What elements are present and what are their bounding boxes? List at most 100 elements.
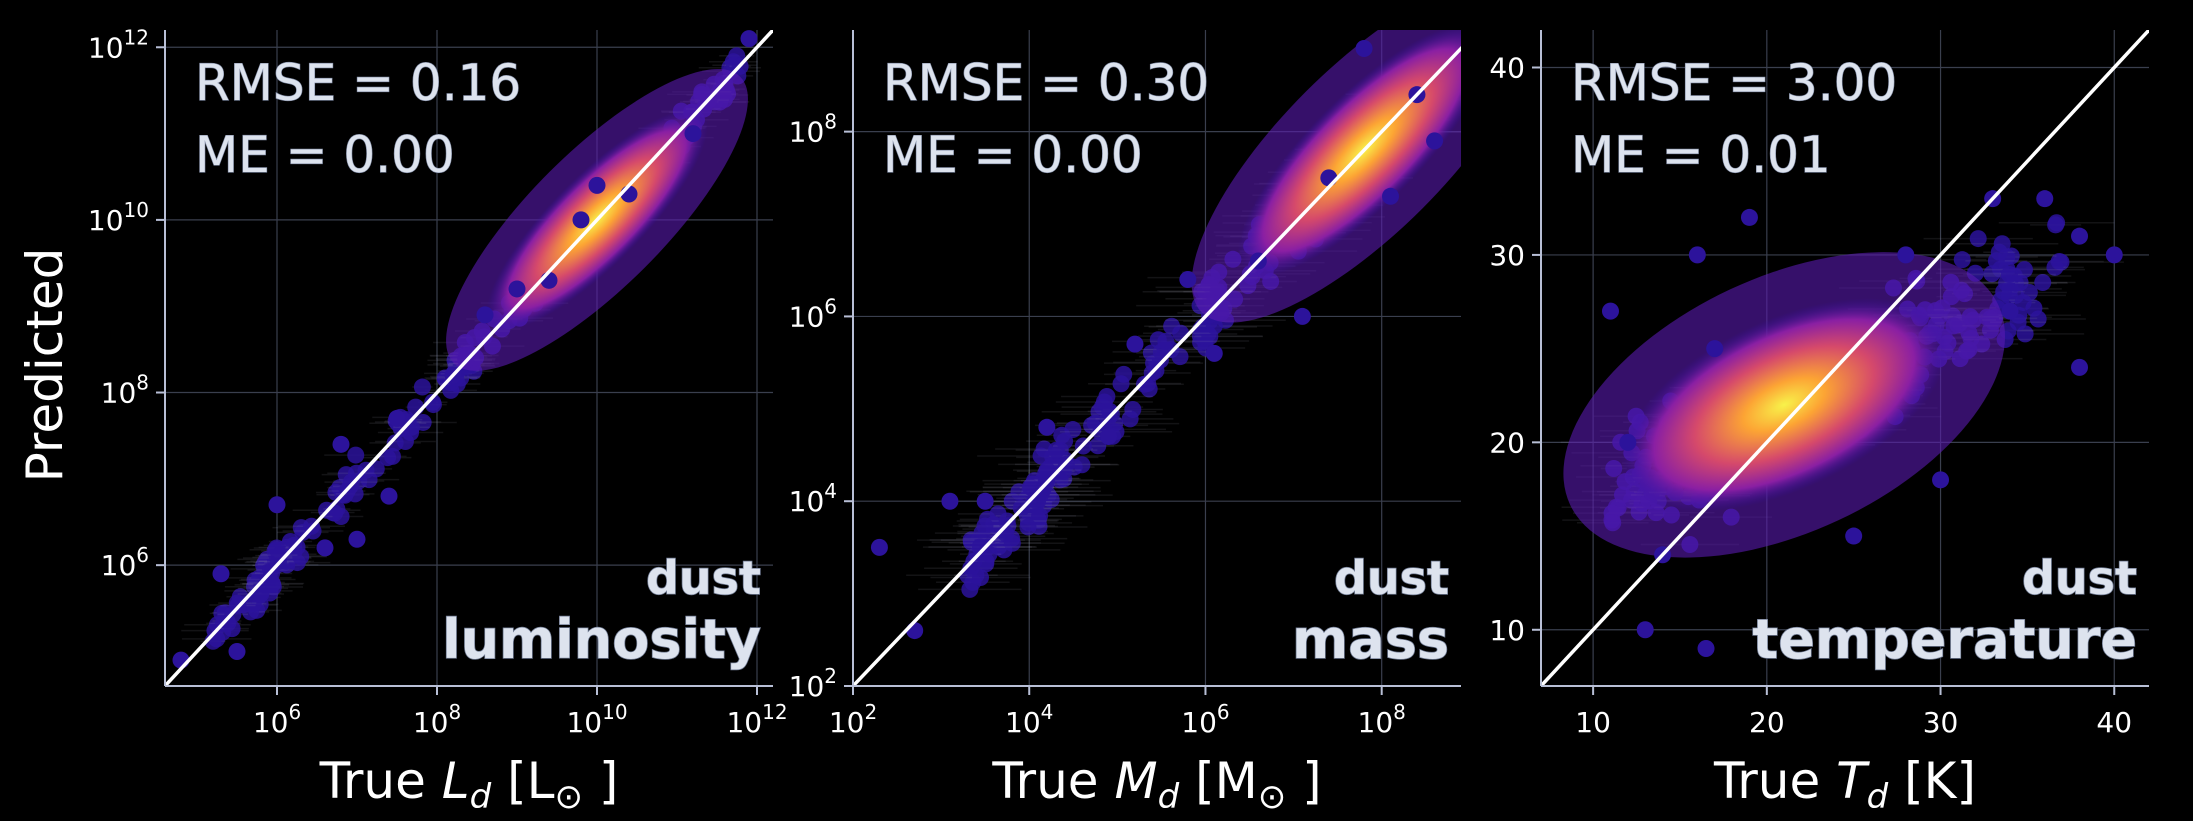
data-point [1019, 518, 1037, 536]
data-point [2014, 293, 2032, 311]
panel-dust-mass: 102 104 106 108 102 104 106 108 RMSE = 0.30 ME = … [789, 30, 1461, 817]
data-point [684, 125, 702, 143]
data-point [1100, 428, 1118, 446]
x-tick-label: 1010 [566, 700, 627, 739]
data-point [413, 378, 431, 396]
x-axis-label: True Md [M⊙ ] [991, 752, 1321, 817]
data-point [348, 530, 366, 548]
data-point [870, 538, 888, 556]
y-tick-label: 40 [1489, 51, 1525, 84]
me-label: ME = 0.01 [1571, 126, 1831, 184]
data-point [508, 280, 526, 298]
data-point [1126, 335, 1144, 353]
data-point [2105, 246, 2123, 264]
data-point [1320, 169, 1338, 187]
data-point [292, 548, 310, 566]
y-tick-label: 20 [1489, 426, 1525, 459]
data-point [1038, 461, 1056, 479]
data-point [1932, 471, 1950, 489]
x-tick-label: 10 [1575, 706, 1611, 739]
me-label: ME = 0.00 [195, 126, 455, 184]
data-point [1601, 302, 1619, 320]
data-point [2001, 265, 2019, 283]
y-tick-label: 1012 [88, 25, 149, 64]
identity-line [853, 45, 1461, 686]
data-point [1688, 246, 1706, 264]
y-tick-label: 104 [789, 479, 837, 518]
data-point [380, 487, 398, 505]
data-point [332, 435, 350, 453]
data-point [476, 306, 494, 324]
data-point [346, 485, 364, 503]
x-tick-label: 106 [1181, 700, 1229, 739]
x-tick-label: 108 [1358, 700, 1406, 739]
data-point [1101, 402, 1119, 420]
data-point [316, 539, 334, 557]
y-tick-label: 106 [789, 294, 837, 333]
x-tick-label: 40 [2096, 706, 2132, 739]
plot-area [853, 30, 1461, 686]
y-tick-label: 30 [1489, 239, 1525, 272]
data-point [1426, 132, 1444, 150]
rmse-label: RMSE = 3.00 [1571, 54, 1897, 112]
identity-line [165, 30, 773, 686]
data-point [572, 211, 590, 229]
rmse-label: RMSE = 0.30 [883, 54, 1209, 112]
data-point [1845, 527, 1863, 545]
x-tick-label: 1012 [726, 700, 787, 739]
x-tick-label: 30 [1923, 706, 1959, 739]
data-point [223, 620, 241, 638]
y-tick-label: 10 [1489, 614, 1525, 647]
rmse-label: RMSE = 0.16 [195, 54, 521, 112]
data-point [1740, 208, 1758, 226]
density-core [1621, 298, 1947, 512]
data-point [228, 642, 246, 660]
data-point [1205, 344, 1223, 362]
data-point [2029, 310, 2047, 328]
data-point [1073, 456, 1091, 474]
data-point [1636, 621, 1654, 639]
x-axis-label: True Td [K] [1713, 752, 1976, 817]
data-point [1619, 433, 1637, 451]
data-point [1157, 332, 1175, 350]
data-point [2015, 261, 2033, 279]
data-point [1140, 380, 1158, 398]
data-point [1021, 478, 1039, 496]
data-point [1003, 534, 1021, 552]
panel-dust-temperature: 10 20 30 40 10 20 30 40 RMSE = 3.00 ME = 0.01 dust… [1489, 30, 2149, 817]
x-axis-label: True Ld [L⊙ ] [319, 752, 619, 817]
me-label: ME = 0.00 [883, 126, 1143, 184]
data-point [740, 30, 758, 48]
data-point [1355, 39, 1373, 57]
y-tick-label: 102 [789, 664, 837, 703]
data-point [1171, 348, 1189, 366]
data-point [2001, 302, 2019, 320]
plot-area [165, 30, 773, 686]
data-point [212, 565, 230, 583]
data-point [2071, 358, 2089, 376]
quantity-label-line1: dust [1334, 551, 1449, 605]
identity-line [1541, 30, 2149, 686]
y-axis-label: Predicted [16, 248, 74, 483]
y-tick-label: 106 [101, 543, 149, 582]
x-tick-label: 106 [253, 700, 301, 739]
quantity-label-line2: mass [1292, 608, 1449, 671]
data-point [347, 446, 365, 464]
data-point [388, 409, 406, 427]
data-point [976, 492, 994, 510]
data-point [588, 176, 606, 194]
quantity-label-line2: temperature [1752, 608, 2137, 671]
data-point [2047, 216, 2065, 234]
data-point [383, 447, 401, 465]
data-point [976, 517, 994, 535]
data-point [347, 464, 365, 482]
data-point [1038, 418, 1056, 436]
y-tick-label: 1010 [88, 198, 149, 237]
data-point [2034, 273, 2052, 291]
data-point [972, 568, 990, 586]
y-tick-label: 108 [789, 110, 837, 149]
panel-dust-luminosity: 106 108 1010 1012 106 108 1010 1012 RMSE = 0.16 M… [88, 25, 788, 817]
data-point [2036, 190, 2054, 208]
data-point [1969, 230, 1987, 248]
